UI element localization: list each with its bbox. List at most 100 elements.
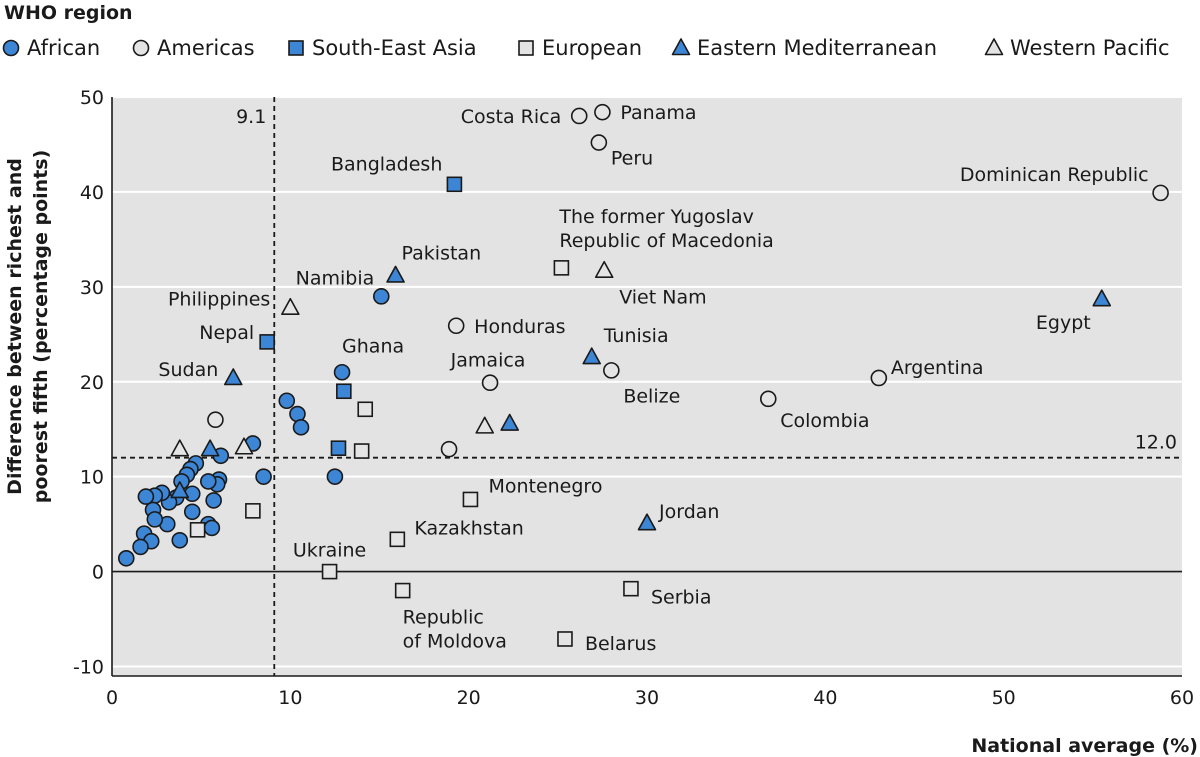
y-tick-20: 20 [80, 372, 104, 394]
point-south-east-asia-2 [336, 383, 352, 400]
label-tunisia: Tunisia [603, 325, 669, 347]
point-americas-panama [594, 103, 611, 121]
point-eastern-mediterranean-5 [500, 413, 519, 431]
point-western-pacific-3 [234, 437, 254, 455]
label-viet-nam: Viet Nam [619, 287, 706, 309]
label-belarus: Belarus [585, 633, 656, 655]
point-european-8 [353, 443, 370, 459]
x-tick-10: 10 [278, 687, 302, 709]
point-western-pacific-4 [170, 439, 190, 457]
point-african-33 [117, 550, 135, 567]
x-tick-40: 40 [813, 687, 837, 709]
point-eastern-mediterranean-egypt [1092, 289, 1112, 307]
point-western-pacific-viet-nam [594, 260, 614, 279]
point-african-14 [203, 519, 221, 537]
point-african-24 [137, 488, 155, 505]
label-sudan: Sudan [158, 359, 218, 381]
point-european-belarus [557, 631, 573, 647]
label-ghana: Ghana [342, 335, 404, 357]
point-african-32 [183, 503, 201, 521]
legend-title: WHO region [4, 2, 133, 24]
point-european-ukraine [321, 563, 338, 580]
point-americas-belize [603, 362, 620, 379]
point-americas-10 [207, 411, 224, 429]
point-african-31 [171, 531, 189, 549]
label-argentina: Argentina [891, 357, 984, 379]
point-african-12 [205, 492, 222, 509]
y-axis-title-line1: Difference between richest and [4, 158, 26, 495]
point-european-republic-of-moldova [394, 582, 411, 599]
y-axis-title-line2: poorest fifth (percentage points) [30, 150, 52, 504]
label-honduras: Honduras [474, 316, 565, 338]
label-namibia: Namibia [296, 267, 375, 289]
point-european-serbia [623, 580, 639, 597]
y-tick--10: -10 [73, 657, 104, 679]
y-tick-50: 50 [80, 87, 104, 109]
point-eastern-mediterranean-sudan [223, 368, 243, 386]
y-tick-10: 10 [80, 467, 104, 489]
legend-label-americas: Americas [157, 36, 255, 60]
reference-label-vertical: 9.1 [236, 106, 266, 128]
legend-marker-african [2, 39, 20, 57]
legend-marker-americas [132, 39, 150, 57]
legend-label-european: European [542, 36, 642, 60]
legend-label-south-east-asia: South-East Asia [312, 36, 477, 60]
legend-marker-european [518, 40, 534, 56]
legend-marker-south-east-asia [288, 40, 304, 56]
legend-marker-eastern-mediterranean [671, 38, 691, 56]
point-african-namibia [372, 288, 390, 305]
label-belize: Belize [623, 385, 680, 407]
legend-label-eastern-mediterranean: Eastern Mediterranean [697, 36, 937, 60]
point-african-2 [278, 392, 296, 410]
legend-marker-western-pacific [984, 38, 1004, 56]
point-african-30 [132, 538, 149, 556]
point-south-east-asia-bangladesh [446, 176, 463, 193]
point-eastern-mediterranean-7 [170, 481, 190, 499]
point-south-east-asia-nepal [259, 334, 275, 350]
point-african-5 [255, 468, 272, 485]
point-eastern-mediterranean-tunisia [582, 347, 602, 365]
point-european-7 [357, 401, 374, 418]
point-labels: Namibia Ghana Costa Rica Panama Peru Dominica… [158, 102, 1148, 655]
legend-label-western-pacific: Western Pacific [1010, 36, 1170, 60]
point-americas-jamaica [481, 374, 499, 392]
point-americas-argentina [870, 369, 888, 387]
reference-lines: 9.1 12.0 [112, 97, 1182, 676]
point-americas-dominican-republic [1152, 184, 1169, 202]
label-costa-rica: Costa Rica [461, 106, 562, 128]
legend-label-african: African [27, 36, 100, 60]
label-jamaica: Jamaica [450, 350, 526, 372]
y-tick-40: 40 [80, 182, 104, 204]
label-kazakhstan: Kazakhstan [414, 517, 523, 539]
label-philippines: Philippines [168, 289, 270, 311]
point-european-9 [245, 503, 261, 519]
label-pakistan: Pakistan [402, 242, 482, 264]
point-african-27 [146, 511, 164, 528]
plot-area [112, 97, 1182, 676]
label-montenegro: Montenegro [488, 475, 602, 497]
point-americas-9 [440, 440, 458, 458]
y-tick-30: 30 [80, 277, 104, 299]
point-eastern-mediterranean-6 [200, 439, 220, 457]
x-tick-30: 30 [635, 687, 659, 709]
grid [111, 96, 1182, 677]
y-tick-0: 0 [92, 562, 104, 584]
label-peru: Peru [611, 148, 653, 170]
x-axis-title: National average (%) [971, 735, 1198, 757]
label-bangladesh: Bangladesh [331, 153, 442, 175]
point-western-pacific-philippines [281, 297, 300, 316]
point-eastern-mediterranean-jordan [637, 513, 657, 531]
point-african-6 [326, 468, 344, 485]
x-tick-0: 0 [106, 687, 118, 709]
point-americas-colombia [759, 390, 777, 408]
point-european-the-former-yugoslav-republic-of-macedonia [553, 260, 570, 276]
label-nepal: Nepal [199, 322, 254, 344]
x-tick-60: 60 [1170, 687, 1194, 709]
label-ukraine: Ukraine [293, 540, 366, 562]
point-african-ghana [333, 363, 351, 381]
data-points [117, 103, 1169, 647]
label-panama: Panama [620, 102, 696, 124]
point-americas-costa-rica [570, 107, 588, 125]
x-tick-20: 20 [457, 687, 481, 709]
